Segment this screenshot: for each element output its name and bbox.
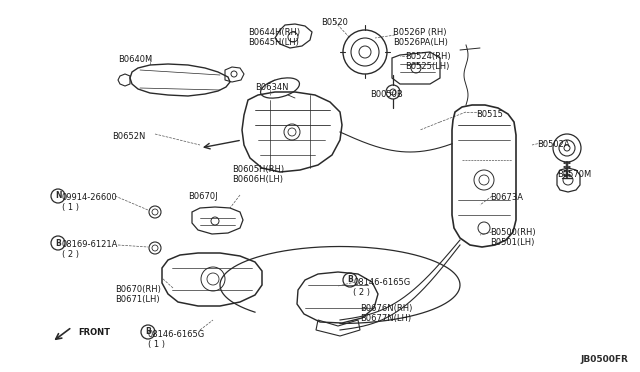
Text: 09914-26600
( 1 ): 09914-26600 ( 1 ) [62, 193, 118, 212]
Text: B0676N(RH)
B0677N(LH): B0676N(RH) B0677N(LH) [360, 304, 412, 323]
Text: B0524(RH)
B0525(LH): B0524(RH) B0525(LH) [405, 52, 451, 71]
Text: B0500(RH)
B0501(LH): B0500(RH) B0501(LH) [490, 228, 536, 247]
Text: B: B [55, 238, 61, 247]
Text: B0605H(RH)
B0606H(LH): B0605H(RH) B0606H(LH) [232, 165, 284, 185]
Text: B0570M: B0570M [557, 170, 591, 179]
Text: B0502A: B0502A [537, 140, 570, 149]
Text: B0520: B0520 [321, 18, 348, 27]
Text: 08169-6121A
( 2 ): 08169-6121A ( 2 ) [62, 240, 118, 259]
Text: B0652N: B0652N [112, 132, 145, 141]
Text: N: N [55, 192, 61, 201]
Text: 08146-6165G
( 1 ): 08146-6165G ( 1 ) [148, 330, 205, 349]
Text: B0640M: B0640M [118, 55, 152, 64]
Text: B: B [347, 276, 353, 285]
Text: B0050B: B0050B [370, 90, 403, 99]
Text: B0670J: B0670J [188, 192, 218, 201]
Text: B0670(RH)
B0671(LH): B0670(RH) B0671(LH) [115, 285, 161, 304]
Text: FRONT: FRONT [78, 328, 110, 337]
Text: B0634N: B0634N [255, 83, 289, 92]
Text: B0515: B0515 [476, 110, 503, 119]
Text: JB0500FR: JB0500FR [580, 355, 628, 364]
Text: B0526P (RH)
B0526PA(LH): B0526P (RH) B0526PA(LH) [393, 28, 448, 47]
Text: B0673A: B0673A [490, 193, 523, 202]
Text: 08146-6165G
( 2 ): 08146-6165G ( 2 ) [353, 278, 410, 297]
Text: B0644H(RH)
B0645H(LH): B0644H(RH) B0645H(LH) [248, 28, 300, 47]
Text: B: B [145, 327, 151, 337]
